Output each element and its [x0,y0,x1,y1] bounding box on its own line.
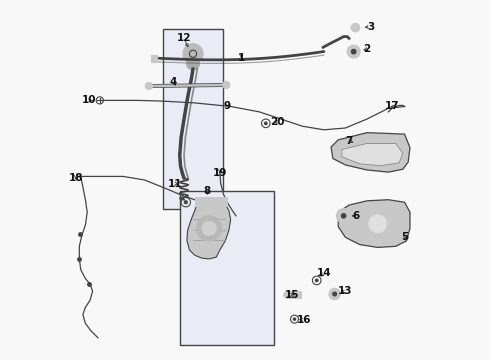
Text: 3: 3 [367,22,374,32]
Text: 4: 4 [170,77,177,87]
Circle shape [183,44,203,64]
Text: 13: 13 [338,286,353,296]
Text: 12: 12 [177,33,191,43]
Circle shape [202,221,216,235]
Text: 20: 20 [270,117,285,127]
Bar [163,30,223,209]
Text: 6: 6 [352,211,360,221]
Circle shape [187,57,199,70]
Circle shape [146,82,152,90]
Text: 1: 1 [238,53,245,63]
Polygon shape [342,143,403,166]
Text: 14: 14 [317,268,331,278]
Polygon shape [187,202,231,259]
Text: 8: 8 [204,186,211,196]
Text: 10: 10 [82,95,96,105]
Circle shape [351,23,360,32]
Text: 5: 5 [401,232,408,242]
Circle shape [351,49,357,54]
Text: 2: 2 [363,44,370,54]
Polygon shape [338,200,410,247]
Circle shape [329,288,341,300]
Text: 7: 7 [345,136,353,145]
Polygon shape [331,133,410,172]
Text: 17: 17 [385,102,399,112]
Circle shape [332,292,337,297]
Bar [195,197,227,206]
Text: 19: 19 [213,168,227,178]
Circle shape [284,291,291,298]
Circle shape [315,279,318,282]
Circle shape [293,318,296,321]
Circle shape [337,209,351,223]
Circle shape [184,200,188,204]
Text: 16: 16 [297,315,312,325]
Circle shape [341,213,346,219]
Circle shape [347,45,360,58]
Circle shape [223,81,230,89]
Circle shape [196,216,221,241]
Text: 9: 9 [223,102,231,112]
Text: 18: 18 [69,173,83,183]
Bar [151,55,157,62]
Circle shape [264,121,268,125]
Circle shape [368,215,387,233]
Text: 15: 15 [284,290,299,300]
Bar [180,191,274,345]
Text: 11: 11 [168,179,182,189]
Bar [288,291,300,298]
